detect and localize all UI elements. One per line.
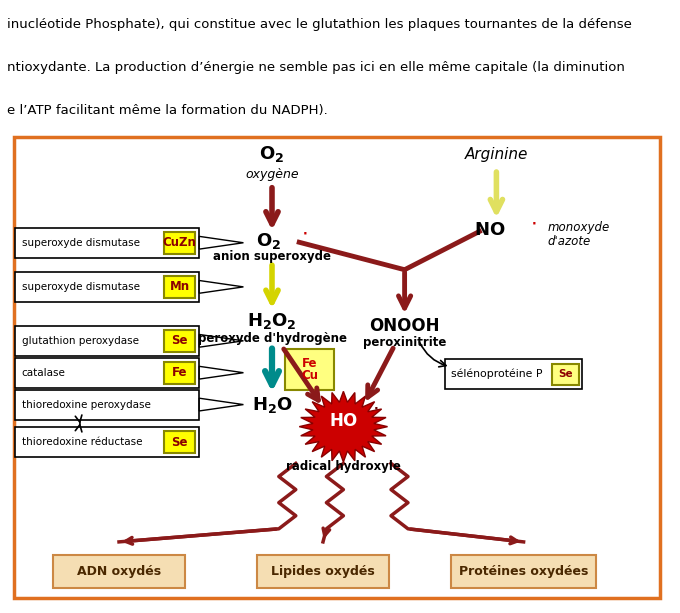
Text: Fe: Fe xyxy=(172,366,187,379)
Polygon shape xyxy=(199,281,243,293)
FancyBboxPatch shape xyxy=(164,276,195,298)
FancyBboxPatch shape xyxy=(164,432,195,454)
Text: $\mathbf{H_2O}$: $\mathbf{H_2O}$ xyxy=(252,395,292,414)
Text: oxygène: oxygène xyxy=(245,167,299,181)
Text: $\mathbf{HO}$: $\mathbf{HO}$ xyxy=(328,412,358,430)
Text: Arginine: Arginine xyxy=(464,147,528,162)
Text: radical hydroxyle: radical hydroxyle xyxy=(286,460,401,473)
Text: $\mathbf{H_2O_2}$: $\mathbf{H_2O_2}$ xyxy=(247,311,297,331)
Polygon shape xyxy=(199,237,243,249)
Text: inucléotide Phosphate), qui constitue avec le glutathion les plaques tournantes : inucléotide Phosphate), qui constitue av… xyxy=(7,18,632,31)
Text: superoxyde dismutase: superoxyde dismutase xyxy=(22,238,140,248)
Text: Se: Se xyxy=(171,436,188,449)
FancyBboxPatch shape xyxy=(552,364,579,385)
Text: e l’ATP facilitant même la formation du NADPH).: e l’ATP facilitant même la formation du … xyxy=(7,104,328,117)
FancyBboxPatch shape xyxy=(164,330,195,352)
Text: ntioxydante. La production d’énergie ne semble pas ici en elle même capitale (la: ntioxydante. La production d’énergie ne … xyxy=(7,61,625,74)
Text: Cu: Cu xyxy=(301,369,318,382)
FancyBboxPatch shape xyxy=(53,555,184,588)
FancyBboxPatch shape xyxy=(452,555,596,588)
FancyBboxPatch shape xyxy=(15,390,199,419)
Text: Protéines oxydées: Protéines oxydées xyxy=(459,565,588,578)
FancyBboxPatch shape xyxy=(164,362,195,384)
Text: monoxyde: monoxyde xyxy=(547,221,610,234)
Text: catalase: catalase xyxy=(22,368,66,378)
FancyBboxPatch shape xyxy=(257,555,388,588)
Text: Lipides oxydés: Lipides oxydés xyxy=(271,565,375,578)
FancyBboxPatch shape xyxy=(15,326,199,356)
FancyBboxPatch shape xyxy=(15,358,199,387)
FancyBboxPatch shape xyxy=(445,359,581,389)
Text: glutathion peroxydase: glutathion peroxydase xyxy=(22,336,139,346)
Text: Mn: Mn xyxy=(169,280,190,294)
Polygon shape xyxy=(199,398,243,411)
FancyBboxPatch shape xyxy=(164,232,195,254)
Text: Se: Se xyxy=(171,334,188,348)
Text: superoxyde dismutase: superoxyde dismutase xyxy=(22,282,140,292)
Polygon shape xyxy=(299,391,388,462)
Text: Fe: Fe xyxy=(302,357,317,370)
Polygon shape xyxy=(199,367,243,379)
Text: peroxinitrite: peroxinitrite xyxy=(363,336,446,349)
Text: $\mathbf{\bullet}$: $\mathbf{\bullet}$ xyxy=(531,216,537,230)
FancyBboxPatch shape xyxy=(14,137,660,598)
FancyBboxPatch shape xyxy=(15,272,199,302)
Text: sélénoprotéine P: sélénoprotéine P xyxy=(451,369,542,379)
Text: anion superoxyde: anion superoxyde xyxy=(213,251,331,264)
Text: ONOOH: ONOOH xyxy=(369,317,440,335)
Text: d'azote: d'azote xyxy=(547,235,591,248)
FancyBboxPatch shape xyxy=(285,349,334,390)
Text: $\mathbf{\bullet}$: $\mathbf{\bullet}$ xyxy=(302,226,307,240)
Text: ADN oxydés: ADN oxydés xyxy=(77,565,161,578)
Text: Se: Se xyxy=(558,369,573,379)
FancyBboxPatch shape xyxy=(15,228,199,257)
Text: thioredoxine réductase: thioredoxine réductase xyxy=(22,437,142,447)
FancyBboxPatch shape xyxy=(15,427,199,457)
Text: $\mathbf{NO}$: $\mathbf{NO}$ xyxy=(474,221,505,240)
Text: CuZn: CuZn xyxy=(163,236,197,249)
Text: $\mathbf{\bullet}$: $\mathbf{\bullet}$ xyxy=(373,402,379,414)
Text: $\mathbf{O_2}$: $\mathbf{O_2}$ xyxy=(256,231,282,251)
Text: thioredoxine peroxydase: thioredoxine peroxydase xyxy=(22,400,151,409)
Text: peroxyde d'hydrogène: peroxyde d'hydrogène xyxy=(197,332,347,345)
Text: $\mathbf{O_2}$: $\mathbf{O_2}$ xyxy=(259,145,285,164)
Polygon shape xyxy=(199,335,243,347)
